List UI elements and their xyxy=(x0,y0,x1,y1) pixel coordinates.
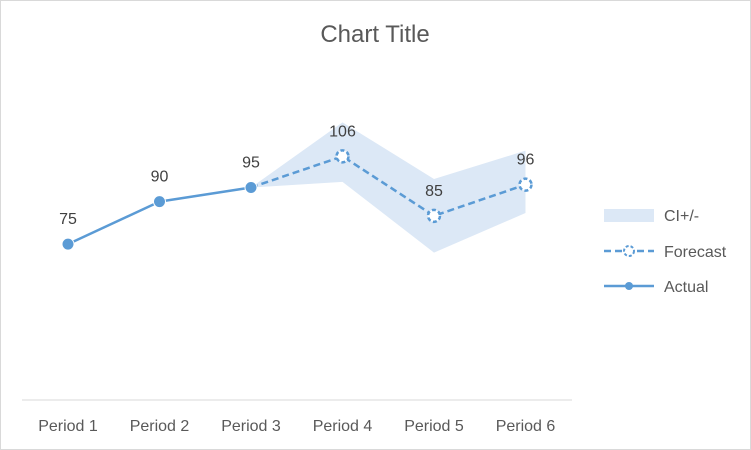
data-label: 85 xyxy=(425,183,443,200)
series-line-forecast xyxy=(250,155,526,218)
x-tick-label: Period 4 xyxy=(313,418,373,435)
forecast-marker xyxy=(426,208,442,224)
x-tick-label: Period 2 xyxy=(130,418,190,435)
data-label: 106 xyxy=(329,123,356,140)
x-axis-labels: Period 1 Period 2 Period 3 Period 4 Period 5… xyxy=(38,418,555,435)
x-tick-label: Period 3 xyxy=(221,418,281,435)
actual-marker xyxy=(153,195,166,209)
legend-label-ci: CI+/- xyxy=(664,208,699,225)
x-tick-label: Period 6 xyxy=(496,418,556,435)
data-label: 90 xyxy=(151,169,169,186)
legend-swatch-actual-marker xyxy=(625,282,633,290)
legend-label-forecast: Forecast xyxy=(664,244,727,261)
data-label: 96 xyxy=(517,152,535,169)
plot-area[interactable]: 75 90 95 106 85 96 xyxy=(59,122,535,253)
data-label: 95 xyxy=(242,155,260,172)
x-tick-label: Period 1 xyxy=(38,418,98,435)
ci-band xyxy=(251,122,526,253)
data-label: 75 xyxy=(59,211,77,228)
forecast-marker xyxy=(518,177,533,192)
actual-marker xyxy=(244,181,258,194)
legend[interactable]: CI+/- Forecast Actual xyxy=(604,208,727,296)
x-tick-label: Period 5 xyxy=(404,418,464,435)
legend-label-actual: Actual xyxy=(664,279,708,296)
legend-swatch-ci xyxy=(604,209,654,222)
forecast-marker xyxy=(335,149,350,164)
legend-swatch-forecast-marker xyxy=(623,245,635,257)
chart-title[interactable]: Chart Title xyxy=(320,21,429,48)
actual-marker xyxy=(61,237,75,251)
